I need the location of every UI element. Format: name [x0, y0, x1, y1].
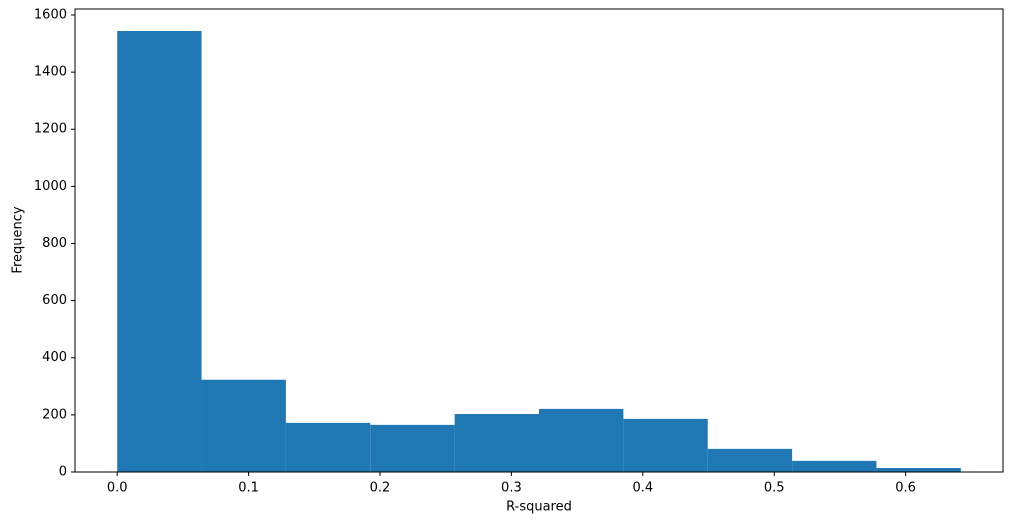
histogram-bar	[201, 379, 286, 472]
x-tick-label: 0.1	[238, 481, 259, 496]
histogram-bar	[370, 424, 455, 472]
x-tick-label: 0.0	[107, 481, 128, 496]
histogram-bar	[539, 408, 624, 472]
y-tick-label: 1600	[34, 7, 67, 22]
histogram-bar	[285, 422, 371, 472]
y-tick-label: 1200	[34, 122, 67, 137]
histogram-bar	[117, 30, 202, 472]
histogram-bar	[876, 468, 961, 472]
x-tick-label: 0.2	[370, 481, 391, 496]
x-tick-label: 0.3	[501, 481, 522, 496]
x-axis-label: R-squared	[506, 500, 572, 515]
y-tick-label: 1400	[34, 65, 67, 80]
y-tick-label: 200	[42, 407, 67, 422]
y-tick-label: 800	[42, 236, 67, 251]
y-tick-label: 1000	[34, 179, 67, 194]
histogram-bar	[454, 414, 539, 472]
histogram-bar	[707, 448, 793, 472]
x-tick-label: 0.6	[895, 481, 916, 496]
y-axis-label: Frequency	[11, 206, 26, 273]
plot-frame	[74, 8, 1004, 473]
y-tick-label: 600	[42, 293, 67, 308]
histogram-bar	[623, 418, 708, 472]
x-tick-label: 0.5	[764, 481, 785, 496]
x-tick-label: 0.4	[632, 481, 653, 496]
y-tick-label: 0	[59, 465, 67, 480]
histogram-bar	[792, 460, 877, 472]
y-tick-label: 400	[42, 350, 67, 365]
